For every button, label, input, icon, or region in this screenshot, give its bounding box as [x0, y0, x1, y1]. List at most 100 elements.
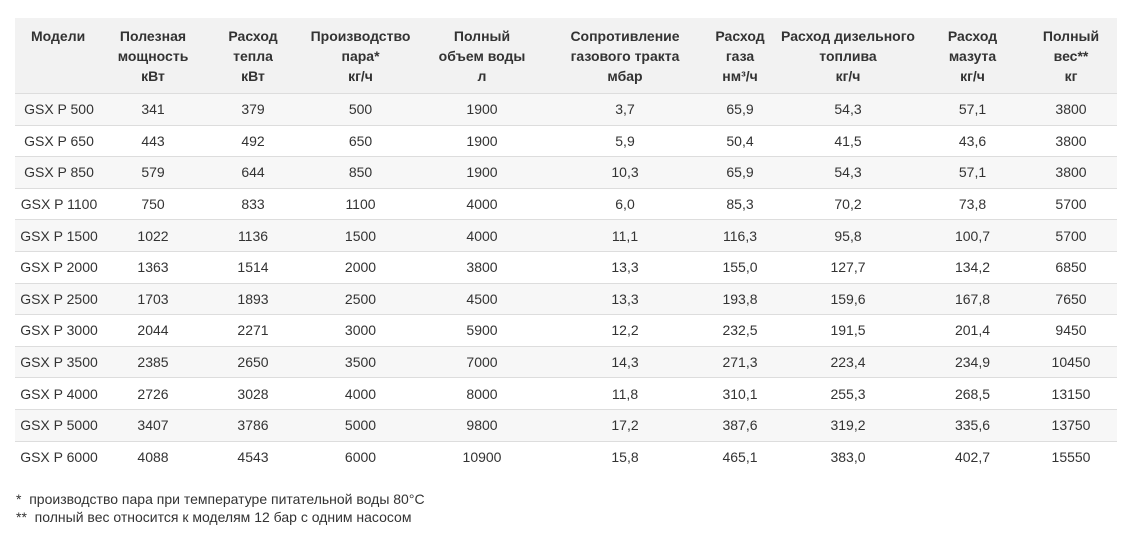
model-cell: GSX P 6000 — [15, 440, 103, 473]
table-cell: 65,9 — [704, 93, 776, 126]
column-header-line: Расход — [715, 28, 765, 44]
table-cell: 2726 — [103, 377, 203, 410]
table-cell: 465,1 — [704, 440, 776, 473]
column-header-line: кг/ч — [835, 68, 861, 84]
column-header-line: мбар — [607, 68, 643, 84]
table-row: GSX P 4000 2726 3028 4000 8000 11,8 310,1 255,3… — [15, 377, 1117, 410]
table-cell: 232,5 — [704, 314, 776, 347]
table-cell: 379 — [203, 93, 303, 126]
table-cell: 7650 — [1025, 282, 1117, 315]
model-cell: GSX P 500 — [15, 93, 103, 126]
model-cell: GSX P 650 — [15, 124, 103, 157]
table-cell: 2271 — [203, 314, 303, 347]
table-cell: 13,3 — [546, 250, 704, 284]
table-cell: 850 — [303, 156, 418, 189]
table-cell: 70,2 — [776, 187, 920, 220]
table-cell: 193,8 — [704, 282, 776, 315]
model-cell: GSX P 5000 — [15, 408, 103, 442]
table-cell: 43,6 — [920, 124, 1025, 157]
column-header-line: Расход — [228, 28, 278, 44]
table-row: GSX P 6000 4088 4543 6000 10900 15,8 465,1 383,… — [15, 440, 1117, 473]
column-header-line: топлива — [819, 48, 877, 64]
table-cell: 387,6 — [704, 408, 776, 442]
column-header: Полный вес** кг — [1025, 18, 1117, 94]
column-header-line: тепла — [233, 48, 273, 64]
table-cell: 271,3 — [704, 345, 776, 378]
table-cell: 492 — [203, 124, 303, 157]
table-cell: 443 — [103, 124, 203, 157]
column-header-line: мазута — [948, 48, 997, 64]
column-header-line: кВт — [241, 68, 265, 84]
table-row: GSX P 500 341 379 500 1900 3,7 65,9 54,3 57,1 380… — [15, 93, 1117, 126]
column-header-line: Полный — [453, 28, 511, 44]
table-cell: 268,5 — [920, 377, 1025, 410]
column-header-line: Производство — [310, 28, 411, 44]
table-cell: 10,3 — [546, 156, 704, 189]
table-cell: 1022 — [103, 219, 203, 252]
model-cell: GSX P 2000 — [15, 250, 103, 284]
table-cell: 14,3 — [546, 345, 704, 378]
table-cell: 1893 — [203, 282, 303, 315]
table-row: GSX P 3500 2385 2650 3500 7000 14,3 271,3 223,4… — [15, 345, 1117, 378]
column-header: Расход газа нм³/ч — [704, 18, 776, 94]
model-cell: GSX P 4000 — [15, 377, 103, 410]
table-cell: 3407 — [103, 408, 203, 442]
table-cell: 2650 — [203, 345, 303, 378]
table-cell: 116,3 — [704, 219, 776, 252]
table-cell: 335,6 — [920, 408, 1025, 442]
table-cell: 1136 — [203, 219, 303, 252]
table-cell: 2044 — [103, 314, 203, 347]
column-header: Расход тепла кВт — [203, 18, 303, 94]
table-cell: 1363 — [103, 250, 203, 284]
table-cell: 65,9 — [704, 156, 776, 189]
table-cell: 4000 — [418, 219, 546, 252]
column-header-line: Полный — [1042, 28, 1100, 44]
model-cell: GSX P 3500 — [15, 345, 103, 378]
table-cell: 650 — [303, 124, 418, 157]
table-row: GSX P 1500 1022 1136 1500 4000 11,1 116,3 95,8 1… — [15, 219, 1117, 252]
table-cell: 4000 — [303, 377, 418, 410]
table-header-row: Модели Полезная мощность кВт Расход тепла кВт П… — [15, 18, 1117, 94]
specs-table: Модели Полезная мощность кВт Расход тепла кВт П… — [15, 18, 1117, 473]
table-cell: 11,8 — [546, 377, 704, 410]
table-cell: 833 — [203, 187, 303, 220]
table-cell: 17,2 — [546, 408, 704, 442]
table-cell: 54,3 — [776, 156, 920, 189]
table-cell: 3800 — [1025, 93, 1117, 126]
table-cell: 6850 — [1025, 250, 1117, 284]
column-header-line: Модели — [31, 28, 86, 44]
table-cell: 1514 — [203, 250, 303, 284]
table-cell: 2500 — [303, 282, 418, 315]
footnote-steam: * производство пара при температуре пита… — [16, 491, 425, 507]
table-cell: 1500 — [303, 219, 418, 252]
column-header-line: вес** — [1053, 48, 1089, 64]
column-header-line: Расход — [947, 28, 998, 44]
table-cell: 155,0 — [704, 250, 776, 284]
table-cell: 6,0 — [546, 187, 704, 220]
table-row: GSX P 1100 750 833 1100 4000 6,0 85,3 70,2 73,8 5… — [15, 187, 1117, 220]
table-row: GSX P 650 443 492 650 1900 5,9 50,4 41,5 43,6 380… — [15, 124, 1117, 157]
table-cell: 41,5 — [776, 124, 920, 157]
table-cell: 310,1 — [704, 377, 776, 410]
column-header-line: кг/ч — [348, 68, 373, 84]
table-row: GSX P 3000 2044 2271 3000 5900 12,2 232,5 191,5… — [15, 314, 1117, 347]
table-cell: 54,3 — [776, 93, 920, 126]
table-cell: 5000 — [303, 408, 418, 442]
table-cell: 13150 — [1025, 377, 1117, 410]
column-header-line: объем воды — [438, 48, 526, 64]
table-cell: 2385 — [103, 345, 203, 378]
table-cell: 73,8 — [920, 187, 1025, 220]
table-cell: 11,1 — [546, 219, 704, 252]
table-cell: 167,8 — [920, 282, 1025, 315]
table-cell: 4000 — [418, 187, 546, 220]
table-cell: 1900 — [418, 124, 546, 157]
column-header: Модели — [15, 18, 103, 94]
column-header-line: газового тракта — [570, 48, 680, 64]
table-row: GSX P 850 579 644 850 1900 10,3 65,9 54,3 57,1 38… — [15, 156, 1117, 189]
table-cell: 9450 — [1025, 314, 1117, 347]
table-cell: 50,4 — [704, 124, 776, 157]
table-cell: 85,3 — [704, 187, 776, 220]
table-cell: 750 — [103, 187, 203, 220]
table-cell: 10450 — [1025, 345, 1117, 378]
table-cell: 57,1 — [920, 156, 1025, 189]
